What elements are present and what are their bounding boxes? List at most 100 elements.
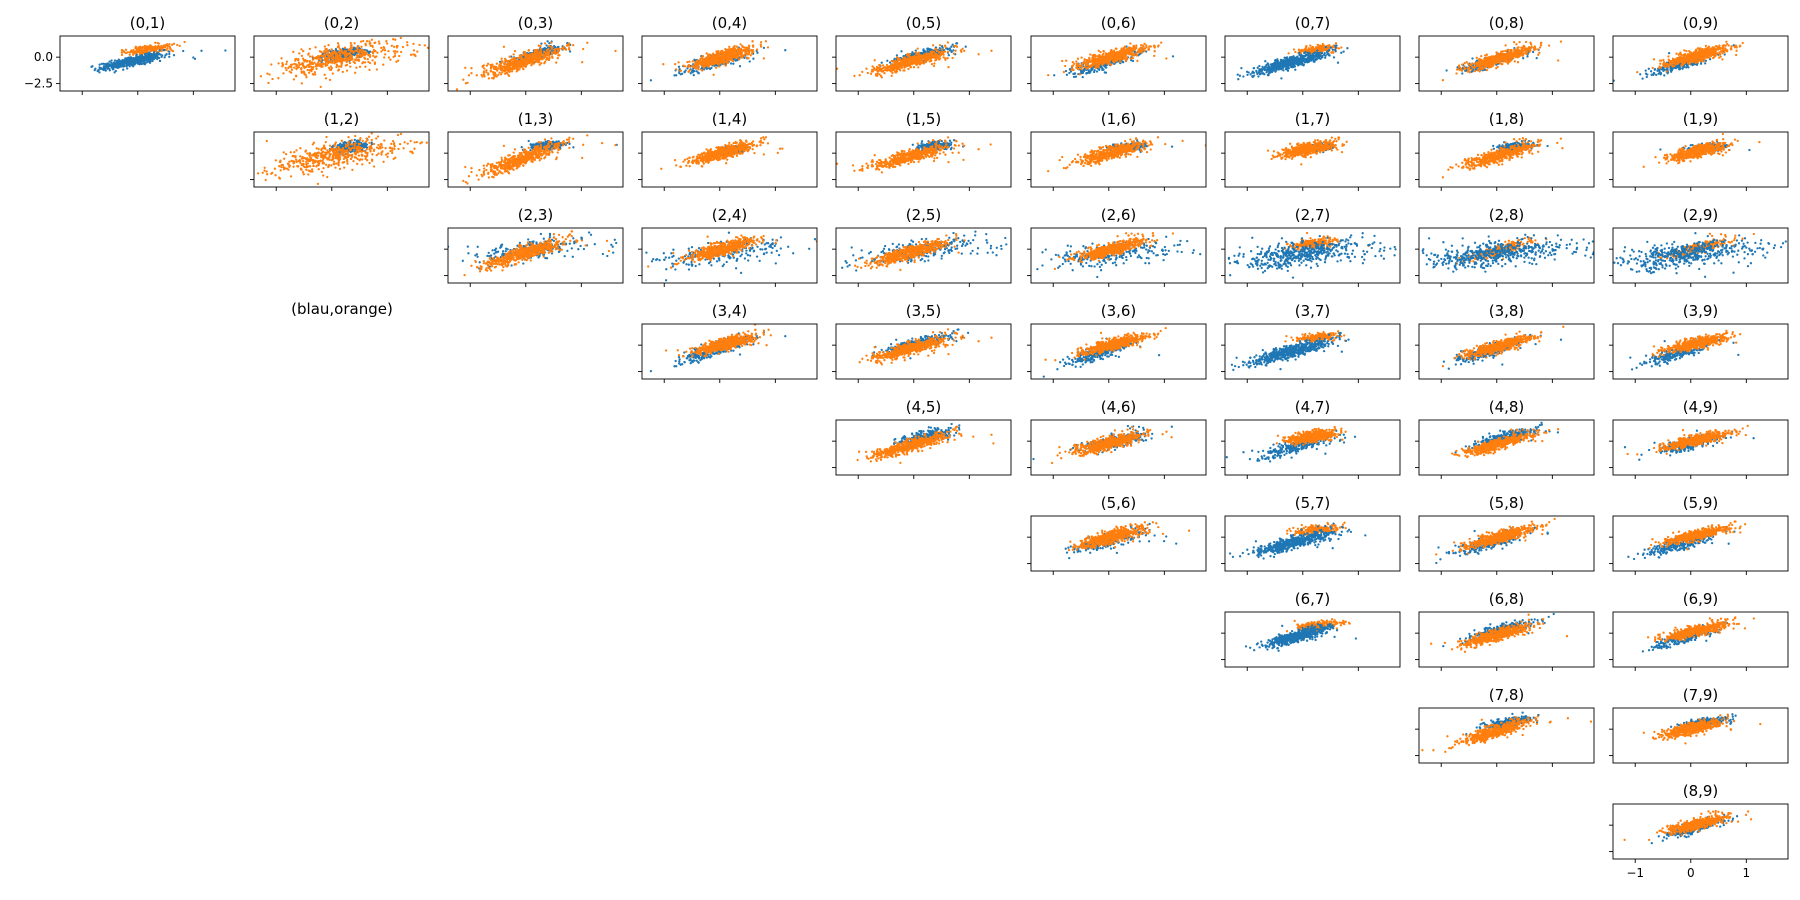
scatter-point	[914, 50, 917, 54]
scatter-point	[390, 44, 393, 47]
scatter-point	[298, 63, 301, 66]
scatter-point	[518, 68, 521, 71]
scatter-point	[300, 70, 303, 73]
scatter-point	[295, 57, 298, 61]
scatter-point	[1307, 47, 1310, 50]
scatter-point	[315, 67, 318, 71]
scatter-point	[687, 70, 690, 73]
scatter-point	[157, 45, 161, 48]
scatter-point	[537, 44, 540, 47]
scatter-point	[323, 73, 326, 76]
scatter-point	[1309, 44, 1312, 47]
scatter-point	[539, 44, 542, 48]
points-layer	[90, 40, 227, 74]
scatter-point	[1128, 48, 1131, 51]
scatter-point	[545, 57, 549, 60]
scatter-point	[1081, 75, 1084, 79]
scatter-point	[406, 41, 409, 44]
scatter-point	[290, 66, 293, 69]
scatter-point	[922, 53, 926, 56]
scatter-point	[938, 57, 942, 60]
points-layer	[649, 40, 787, 82]
scatter-point	[555, 61, 558, 64]
scatter-point	[143, 45, 146, 48]
scatter-point	[1088, 60, 1091, 64]
scatter-point	[148, 51, 151, 54]
scatter-point	[719, 52, 722, 55]
scatter-point	[312, 65, 315, 69]
scatter-point	[120, 53, 124, 57]
scatter-point	[1287, 52, 1290, 55]
scatter-point	[497, 73, 500, 77]
scatter-point	[387, 49, 390, 53]
scatter-point	[97, 68, 100, 72]
scatter-point	[545, 49, 548, 52]
scatter-point	[890, 74, 893, 77]
scatter-point	[884, 68, 888, 71]
scatter-point	[1099, 50, 1102, 54]
scatter-point	[537, 61, 541, 64]
scatter-point	[293, 66, 296, 69]
scatter-point	[158, 59, 162, 63]
scatter-point	[550, 41, 553, 44]
scatter-point	[924, 52, 928, 55]
scatter-point	[398, 54, 401, 58]
scatter-point	[693, 58, 696, 61]
scatter-point	[539, 50, 542, 53]
scatter-point	[303, 66, 306, 70]
scatter-point	[892, 66, 895, 69]
scatter-point	[677, 61, 680, 64]
scatter-point	[537, 53, 540, 57]
scatter-point	[1285, 56, 1289, 59]
scatter-point	[105, 63, 109, 66]
scatter-point	[392, 45, 396, 48]
scatter-point	[499, 64, 503, 68]
scatter-point	[358, 48, 361, 52]
scatter-point	[352, 60, 355, 63]
scatter-point	[120, 65, 123, 68]
scatter-point	[110, 61, 113, 65]
scatter-point	[926, 53, 930, 56]
scatter-point	[897, 61, 900, 64]
scatter-point	[470, 72, 473, 75]
scatter-point	[725, 51, 728, 54]
scatter-point	[380, 50, 383, 53]
scatter-point	[142, 52, 145, 55]
scatter-point	[586, 41, 589, 44]
scatter-point	[1076, 57, 1080, 60]
scatter-point	[326, 49, 329, 53]
scatter-point	[122, 68, 125, 71]
scatter-point	[182, 49, 185, 53]
scatter-point	[1108, 60, 1111, 63]
scatter-point	[1085, 67, 1088, 70]
scatter-point	[200, 49, 203, 52]
scatter-point	[524, 56, 527, 59]
scatter-point	[487, 77, 491, 80]
scatter-point	[738, 65, 742, 68]
scatter-point	[154, 45, 157, 48]
scatter-point	[116, 61, 120, 64]
scatter-point	[865, 67, 868, 70]
scatter-point	[1100, 60, 1103, 63]
scatter-point	[729, 48, 732, 51]
scatter-point	[900, 66, 904, 69]
scatter-point	[319, 54, 323, 58]
panel-title: (0,6)	[1101, 14, 1137, 32]
scatter-point	[149, 44, 152, 47]
scatter-point	[1147, 48, 1151, 51]
scatter-point	[281, 61, 284, 65]
scatter-point	[363, 56, 366, 59]
scatter-point	[1328, 43, 1331, 47]
scatter-point	[1094, 54, 1098, 58]
scatter-point	[489, 69, 493, 72]
scatter-point	[137, 51, 141, 54]
panel-title: (0,2)	[324, 14, 360, 32]
scatter-point	[1131, 59, 1135, 63]
scatter-point	[106, 67, 109, 70]
scatter-point	[325, 47, 328, 51]
scatter-point	[349, 58, 352, 62]
scatter-point	[556, 57, 559, 60]
scatter-point	[683, 65, 687, 68]
scatter-point	[691, 60, 694, 63]
scatter-point	[371, 44, 374, 48]
